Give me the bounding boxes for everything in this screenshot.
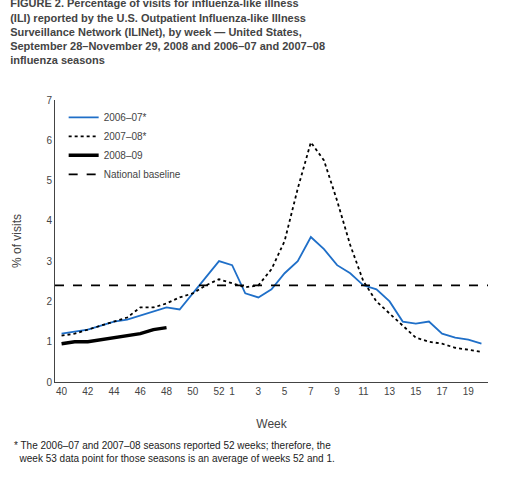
svg-text:2006–07*: 2006–07* <box>104 112 147 123</box>
svg-text:50: 50 <box>187 386 199 397</box>
svg-text:48: 48 <box>161 386 173 397</box>
svg-text:0: 0 <box>46 377 52 388</box>
svg-text:7: 7 <box>46 95 52 106</box>
svg-text:7: 7 <box>308 386 314 397</box>
svg-text:* The 2006–07 and 2007–08 seas: * The 2006–07 and 2007–08 seasons report… <box>14 440 335 464</box>
svg-text:11: 11 <box>358 386 369 397</box>
svg-text:52: 52 <box>213 386 225 397</box>
svg-text:1: 1 <box>46 336 52 347</box>
svg-text:13: 13 <box>384 386 396 397</box>
svg-text:42: 42 <box>82 386 94 397</box>
svg-text:% of visits: % of visits <box>10 214 24 268</box>
svg-text:2007–08*: 2007–08* <box>104 131 147 142</box>
svg-text:Week: Week <box>256 417 287 431</box>
svg-text:5: 5 <box>46 175 52 186</box>
svg-text:19: 19 <box>463 386 475 397</box>
svg-text:2008–09: 2008–09 <box>104 150 143 161</box>
svg-text:5: 5 <box>282 386 288 397</box>
svg-text:3: 3 <box>46 256 52 267</box>
svg-text:44: 44 <box>108 386 120 397</box>
svg-text:3: 3 <box>256 386 262 397</box>
svg-text:1: 1 <box>229 386 235 397</box>
svg-text:4: 4 <box>46 215 52 226</box>
svg-text:46: 46 <box>135 386 147 397</box>
svg-text:40: 40 <box>56 386 68 397</box>
svg-text:FIGURE 2. Percentage of visits: FIGURE 2. Percentage of visits for influ… <box>10 0 325 66</box>
svg-text:15: 15 <box>410 386 422 397</box>
svg-text:2: 2 <box>46 296 52 307</box>
svg-text:17: 17 <box>437 386 449 397</box>
svg-text:6: 6 <box>46 135 52 146</box>
svg-text:9: 9 <box>334 386 340 397</box>
svg-text:National baseline: National baseline <box>104 169 181 180</box>
